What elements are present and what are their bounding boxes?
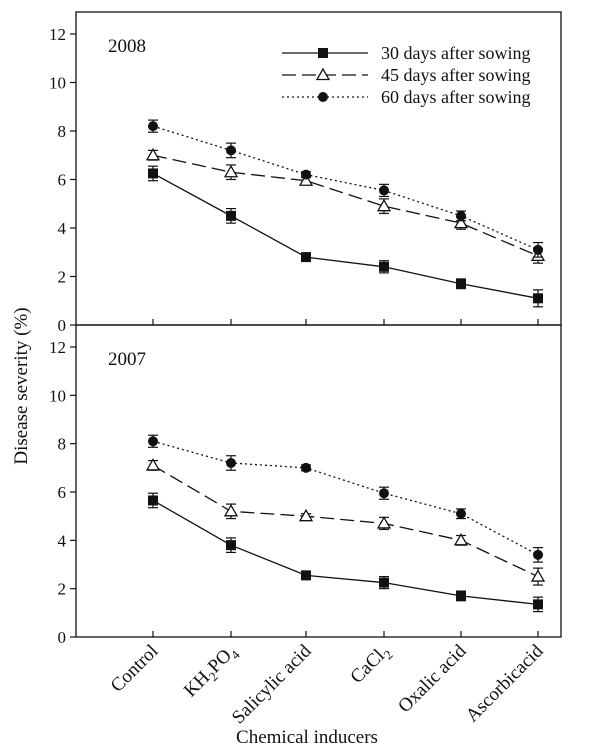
data-point [379, 185, 389, 196]
legend-label: 60 days after sowing [381, 87, 530, 107]
series-line [152, 440, 539, 556]
data-point [453, 215, 469, 229]
y-tick-label: 2 [58, 580, 67, 599]
x-category-label: CaCl2 [346, 641, 395, 690]
data-point [148, 436, 158, 447]
series-1 [148, 492, 543, 613]
y-tick-label: 8 [58, 122, 67, 141]
series-line [152, 464, 539, 578]
panel-label: 2007 [108, 349, 146, 370]
y-tick-label: 4 [58, 531, 67, 550]
series-3 [148, 119, 543, 258]
data-point [298, 173, 314, 186]
y-tick-label: 10 [49, 74, 66, 93]
y-tick-label: 8 [58, 435, 67, 454]
series-line [152, 172, 539, 299]
data-point [226, 210, 236, 221]
y-tick-label: 0 [58, 628, 67, 647]
x-category-label: KH2PO4 [180, 640, 243, 703]
data-point [533, 599, 543, 610]
data-point [376, 516, 392, 529]
data-point [456, 278, 466, 289]
data-point [453, 533, 469, 546]
panel-2007: 0 2 4 6 8 10 12 2007 [49, 324, 562, 647]
data-point [148, 121, 158, 132]
data-point [301, 570, 311, 581]
y-tick-label: 12 [49, 25, 66, 44]
data-point [226, 458, 236, 468]
data-point [533, 244, 543, 255]
x-category-label: Oxalic acid [394, 640, 471, 717]
data-point [301, 169, 311, 180]
data-point [379, 577, 389, 588]
series-3 [148, 434, 543, 563]
data-point [145, 458, 161, 471]
data-point [376, 198, 392, 212]
data-point [226, 145, 236, 156]
y-axis-label: Disease severity (%) [11, 307, 32, 464]
series-2 [145, 147, 546, 264]
legend-marker [315, 67, 331, 81]
series-line [152, 154, 539, 257]
y-tick-label: 4 [58, 219, 67, 238]
data-point [145, 147, 161, 161]
data-point [223, 504, 239, 517]
data-point [301, 252, 311, 263]
legend-label: 45 days after sowing [381, 65, 530, 85]
legend-marker [318, 92, 328, 102]
series-line [152, 125, 539, 251]
data-point [301, 462, 311, 473]
panel-frame [75, 324, 562, 638]
y-tick-label: 6 [58, 171, 67, 190]
data-point [148, 168, 158, 179]
panel-2008: 0 2 4 6 8 10 12 2008 [49, 11, 562, 335]
legend-label: 30 days after sowing [381, 43, 530, 63]
data-point [379, 488, 389, 499]
y-tick-label: 0 [58, 316, 67, 335]
data-point [533, 293, 543, 304]
data-point [148, 495, 158, 506]
data-point [533, 549, 543, 560]
panel-label: 2008 [108, 36, 146, 57]
legend-marker [318, 48, 328, 58]
y-tick-label: 2 [58, 268, 67, 287]
data-point [298, 508, 314, 522]
data-point [530, 569, 546, 582]
y-tick-label: 12 [49, 338, 66, 357]
y-tick-label: 10 [49, 386, 66, 405]
y-tick-label: 6 [58, 483, 67, 502]
series-2 [145, 458, 546, 586]
x-category-label: Salicylic acid [228, 640, 316, 728]
x-category-label: Control [107, 641, 163, 697]
series-1 [148, 165, 543, 308]
data-point [379, 261, 389, 272]
data-point [456, 590, 466, 601]
data-point [456, 210, 466, 221]
x-category-label: Ascorbicacid [462, 640, 548, 726]
data-point [226, 540, 236, 551]
x-axis-label: Chemical inducers [236, 727, 378, 748]
data-point [456, 508, 466, 519]
data-point [223, 164, 239, 178]
series-line [152, 499, 539, 606]
